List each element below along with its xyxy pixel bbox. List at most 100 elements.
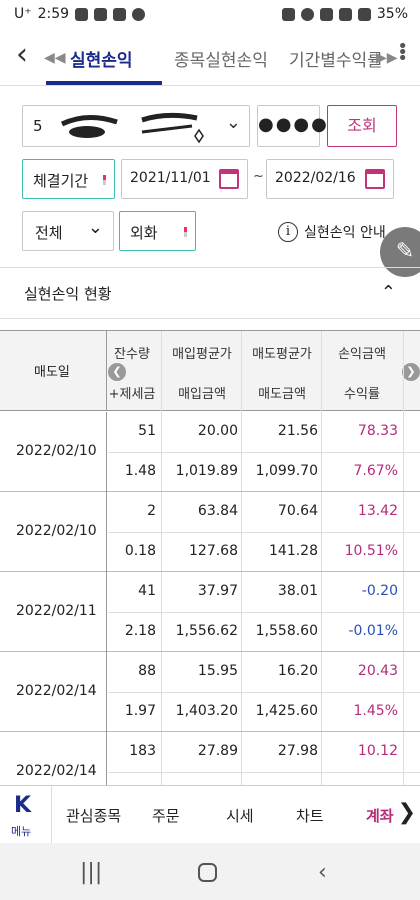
- column-divider: [321, 331, 322, 785]
- table-row[interactable]: 2022/02/11 41 2.18 37.97 1,556.62 38.01 1,558.…: [0, 572, 420, 652]
- header-sell-avg: 매도평균가: [252, 347, 312, 362]
- cell-top-0: 183: [129, 743, 156, 759]
- row-divider: [108, 612, 420, 613]
- cell-bottom-3: -0.01%: [348, 623, 398, 639]
- sell-date-cell: 2022/02/10: [0, 412, 107, 492]
- cell-top-3: 13.42: [357, 503, 398, 519]
- table-row[interactable]: 2022/02/10 51 1.48 20.00 1,019.89 21.56 1,099.…: [0, 412, 420, 492]
- table-row[interactable]: 2022/02/14 183 27.89 27.98 10.12: [0, 732, 420, 785]
- pnl-table[interactable]: 매도일 잔수량 매입평균가 매도평균가 손익금액 +제세금 매입금액 매도금액 …: [0, 330, 420, 785]
- header-qty: 잔수량: [114, 347, 150, 362]
- signal-icon: [357, 7, 371, 21]
- brand-logo-icon: K: [14, 793, 32, 818]
- sell-date: 2022/02/11: [16, 603, 97, 619]
- cell-top-2: 70.64: [277, 503, 318, 519]
- message-icon: [113, 7, 127, 21]
- more-menu-icon[interactable]: • • •: [397, 36, 408, 69]
- edit-pencil-icon[interactable]: ✎: [380, 227, 420, 277]
- account-select[interactable]: 5 ⌄: [22, 105, 250, 147]
- home-icon[interactable]: [198, 863, 217, 882]
- alarm-icon: [300, 7, 314, 21]
- bluetooth-icon: [281, 7, 295, 21]
- query-button[interactable]: 조회: [327, 105, 397, 147]
- sell-date-cell: 2022/02/14: [0, 732, 107, 785]
- calendar-icon[interactable]: [219, 169, 239, 189]
- select-indicator-icon: [103, 175, 106, 185]
- cell-top-0: 88: [138, 663, 156, 679]
- cell-top-3: 78.33: [357, 423, 398, 439]
- system-nav-bar: ||| ‹: [0, 843, 420, 900]
- cell-bottom-0: 2.18: [124, 623, 156, 639]
- row-divider: [108, 532, 420, 533]
- menu-order[interactable]: 주문: [152, 807, 180, 825]
- cell-top-1: 27.89: [197, 743, 238, 759]
- end-date-field[interactable]: 2022/02/16: [266, 159, 394, 199]
- cell-top-1: 63.84: [197, 503, 238, 519]
- tab-next-icon[interactable]: ▶▶: [376, 50, 398, 66]
- cell-top-2: 38.01: [277, 583, 318, 599]
- password-field[interactable]: ●●●●: [257, 105, 327, 147]
- menu-quote[interactable]: 시세: [226, 807, 254, 825]
- back-nav-icon[interactable]: ‹: [318, 860, 327, 885]
- sell-date: 2022/02/10: [16, 523, 97, 539]
- header-pnl-amount: 손익금액: [338, 347, 386, 362]
- menu-watchlist[interactable]: 관심종목: [66, 807, 122, 825]
- cell-bottom-2: 1,558.60: [255, 623, 318, 639]
- account-prefix: 5: [33, 117, 43, 135]
- start-date-field[interactable]: 2021/11/01: [121, 159, 248, 199]
- date-header-label: 매도일: [34, 365, 70, 380]
- tab-period-return[interactable]: 기간별수익률: [289, 51, 383, 71]
- cell-bottom-3: 1.45%: [353, 703, 398, 719]
- cell-top-2: 27.98: [277, 743, 318, 759]
- column-divider: [161, 331, 162, 785]
- sell-date: 2022/02/14: [16, 763, 97, 779]
- start-date-value: 2021/11/01: [130, 170, 211, 186]
- section-header[interactable]: 실현손익 현황 ⌃: [0, 267, 420, 319]
- tab-realized-pnl[interactable]: 실현손익: [70, 51, 133, 71]
- clock: 2:59: [37, 6, 70, 22]
- cell-top-3: 10.12: [357, 743, 398, 759]
- menu-label: 메뉴: [11, 825, 32, 838]
- table-header: 매도일 잔수량 매입평균가 매도평균가 손익금액 +제세금 매입금액 매도금액 …: [0, 331, 420, 411]
- date-separator: ~: [253, 169, 264, 184]
- cell-top-2: 21.56: [277, 423, 318, 439]
- menu-button[interactable]: K 메뉴: [0, 786, 52, 844]
- tab-stock-pnl[interactable]: 종목실현손익: [174, 51, 268, 71]
- header-buy-avg: 매입평균가: [172, 347, 232, 362]
- sell-date-cell: 2022/02/10: [0, 492, 107, 572]
- header-tabs: ‹ ◀◀ 실현손익 종목실현손익 기간별수익률 ▶▶ • • •: [0, 30, 420, 86]
- collapse-icon[interactable]: ⌃: [380, 282, 396, 303]
- column-divider: [403, 331, 404, 785]
- row-divider: [108, 452, 420, 453]
- carrier-label: U⁺: [14, 6, 32, 22]
- header-buy-amount: 매입금액: [178, 387, 226, 402]
- scroll-right-icon[interactable]: ❯: [402, 363, 420, 381]
- notification-icon: [75, 7, 89, 21]
- currency-select[interactable]: 외화: [119, 211, 196, 251]
- calendar-icon[interactable]: [365, 169, 385, 189]
- cell-bottom-3: 7.67%: [353, 463, 398, 479]
- menu-chart[interactable]: 차트: [296, 807, 324, 825]
- type-select[interactable]: 전체 ⌄: [22, 211, 114, 251]
- table-row[interactable]: 2022/02/10 2 0.18 63.84 127.68 70.64 141.28 13.…: [0, 492, 420, 572]
- tab-prev-icon[interactable]: ◀◀: [44, 50, 66, 66]
- cell-top-3: -0.20: [361, 583, 398, 599]
- menu-next-icon[interactable]: ❯: [397, 800, 416, 825]
- period-label: 체결기간: [33, 172, 89, 190]
- back-icon[interactable]: ‹: [16, 37, 28, 72]
- info-icon: i: [278, 222, 298, 242]
- scroll-left-icon[interactable]: ❮: [108, 363, 126, 381]
- sell-date-cell: 2022/02/14: [0, 652, 107, 732]
- cell-top-3: 20.43: [357, 663, 398, 679]
- cell-bottom-2: 1,099.70: [255, 463, 318, 479]
- section-title: 실현손익 현황: [24, 285, 112, 303]
- period-select[interactable]: 체결기간: [22, 159, 115, 199]
- header-tax: +제세금: [108, 387, 156, 402]
- table-row[interactable]: 2022/02/14 88 1.97 15.95 1,403.20 16.20 1,425.…: [0, 652, 420, 732]
- info-link[interactable]: i 실현손익 안내: [278, 222, 386, 242]
- cell-bottom-2: 141.28: [269, 543, 318, 559]
- menu-account[interactable]: 계좌: [366, 807, 394, 825]
- app-icon: [132, 7, 146, 21]
- recent-apps-icon[interactable]: |||: [80, 860, 103, 885]
- date-column-header: 매도일: [0, 331, 107, 411]
